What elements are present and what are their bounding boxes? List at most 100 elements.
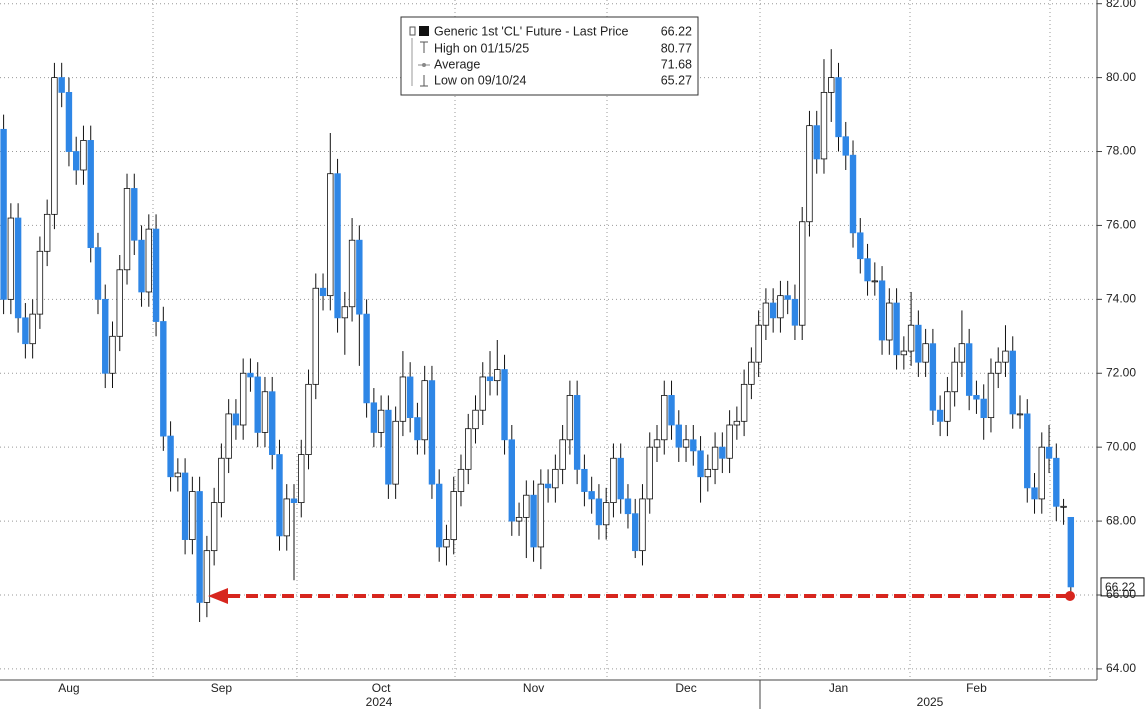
candle-body	[290, 498, 298, 504]
candle-body	[269, 391, 276, 455]
legend-label: Average	[434, 57, 480, 71]
candle-body	[951, 361, 958, 393]
candle-body	[472, 409, 479, 430]
candle-body	[530, 494, 537, 548]
candle-body	[958, 343, 966, 363]
legend: Generic 1st 'CL' Future - Last Price 66.…	[400, 16, 699, 96]
x-tick-label: Dec	[675, 681, 696, 695]
candle-body	[973, 395, 980, 400]
candle-body	[435, 483, 443, 548]
candle-body	[167, 435, 174, 478]
candle-body	[131, 188, 138, 241]
candle-body	[552, 468, 559, 489]
candle-body	[1067, 516, 1075, 588]
candle-body	[36, 250, 44, 315]
candle-body	[508, 439, 515, 522]
candle-body	[646, 446, 653, 500]
x-tick-label: Aug	[58, 681, 79, 695]
candle-body	[225, 413, 232, 459]
candle-body	[668, 395, 675, 426]
candle-body	[80, 140, 87, 171]
tag-box	[1100, 577, 1145, 597]
legend-title: Generic 1st 'CL' Future - Last Price	[434, 24, 628, 38]
candle-body	[174, 472, 182, 478]
candle-body	[87, 140, 94, 249]
legend-icon	[422, 63, 426, 67]
candle-body	[1053, 457, 1060, 507]
candle-body	[109, 335, 116, 374]
y-tick-label: 82.00	[1106, 0, 1136, 10]
candle-body	[632, 513, 639, 552]
candle-body	[218, 457, 225, 504]
candle-body	[239, 372, 247, 426]
candle-body	[573, 395, 581, 470]
candle-body	[944, 391, 951, 422]
candle-body	[406, 376, 414, 419]
x-tick-label: Sep	[211, 681, 233, 695]
candle-body	[363, 313, 370, 404]
arrow-annotation	[208, 588, 1075, 604]
x-tick-label: Oct	[372, 681, 391, 695]
candle-body	[414, 417, 421, 441]
candle-body	[965, 343, 973, 396]
y-tick-label: 64.00	[1106, 661, 1136, 675]
candle-body	[254, 376, 261, 433]
legend-label: High on 01/15/25	[434, 41, 529, 55]
candle-body	[457, 468, 465, 492]
candle-body	[820, 91, 828, 160]
candle-body	[842, 136, 849, 156]
candle-body	[559, 439, 566, 470]
legend-value: 66.22	[661, 24, 692, 38]
candle-body	[305, 383, 312, 455]
candle-body	[740, 383, 748, 422]
y-tick-label: 78.00	[1106, 144, 1136, 158]
candle-body	[1060, 505, 1067, 508]
candle-body	[348, 239, 356, 308]
candle-body	[813, 125, 820, 160]
candle-body	[929, 343, 937, 411]
candle-body	[312, 287, 319, 385]
candle-body	[102, 298, 109, 374]
candle-body	[544, 483, 552, 489]
candle-body	[675, 424, 682, 448]
x-tick-label: Nov	[523, 681, 544, 695]
candle-body	[871, 280, 878, 283]
candle-body	[857, 232, 864, 260]
candle-body	[936, 409, 944, 422]
plot	[0, 3, 1097, 670]
candle-body	[1031, 487, 1038, 500]
candle-body	[1016, 413, 1024, 416]
candle-body	[14, 217, 22, 319]
candle-body	[755, 324, 762, 363]
candle-body	[428, 380, 436, 485]
candle-body	[762, 302, 770, 326]
arrow-head	[208, 588, 228, 604]
candle-body	[711, 446, 719, 470]
candle-body	[806, 125, 813, 223]
candle-body	[835, 77, 842, 138]
candle-body	[900, 350, 908, 356]
candle-body	[298, 454, 305, 504]
candle-body	[791, 298, 799, 326]
candle-body	[697, 450, 704, 478]
candle-body	[1024, 413, 1031, 489]
candle-body	[595, 498, 603, 526]
candle-body	[210, 502, 218, 552]
candle-body	[94, 247, 102, 300]
candle-body	[784, 295, 791, 300]
candle-body	[682, 439, 690, 448]
tag-label: 66.22	[1105, 580, 1135, 594]
y-tick-label: 70.00	[1106, 439, 1136, 453]
candle-body	[915, 324, 922, 363]
year-label: 2024	[366, 695, 393, 709]
candle-body	[588, 491, 595, 500]
candle-body	[828, 77, 835, 93]
x-tick-label: Jan	[829, 681, 848, 695]
candle-body	[377, 409, 385, 433]
candle-body	[980, 398, 987, 419]
legend-value: 71.68	[661, 57, 692, 71]
candle-body	[515, 516, 523, 522]
candle-body	[203, 550, 211, 603]
candle-body	[392, 420, 399, 485]
arrow-dot	[1065, 591, 1075, 601]
